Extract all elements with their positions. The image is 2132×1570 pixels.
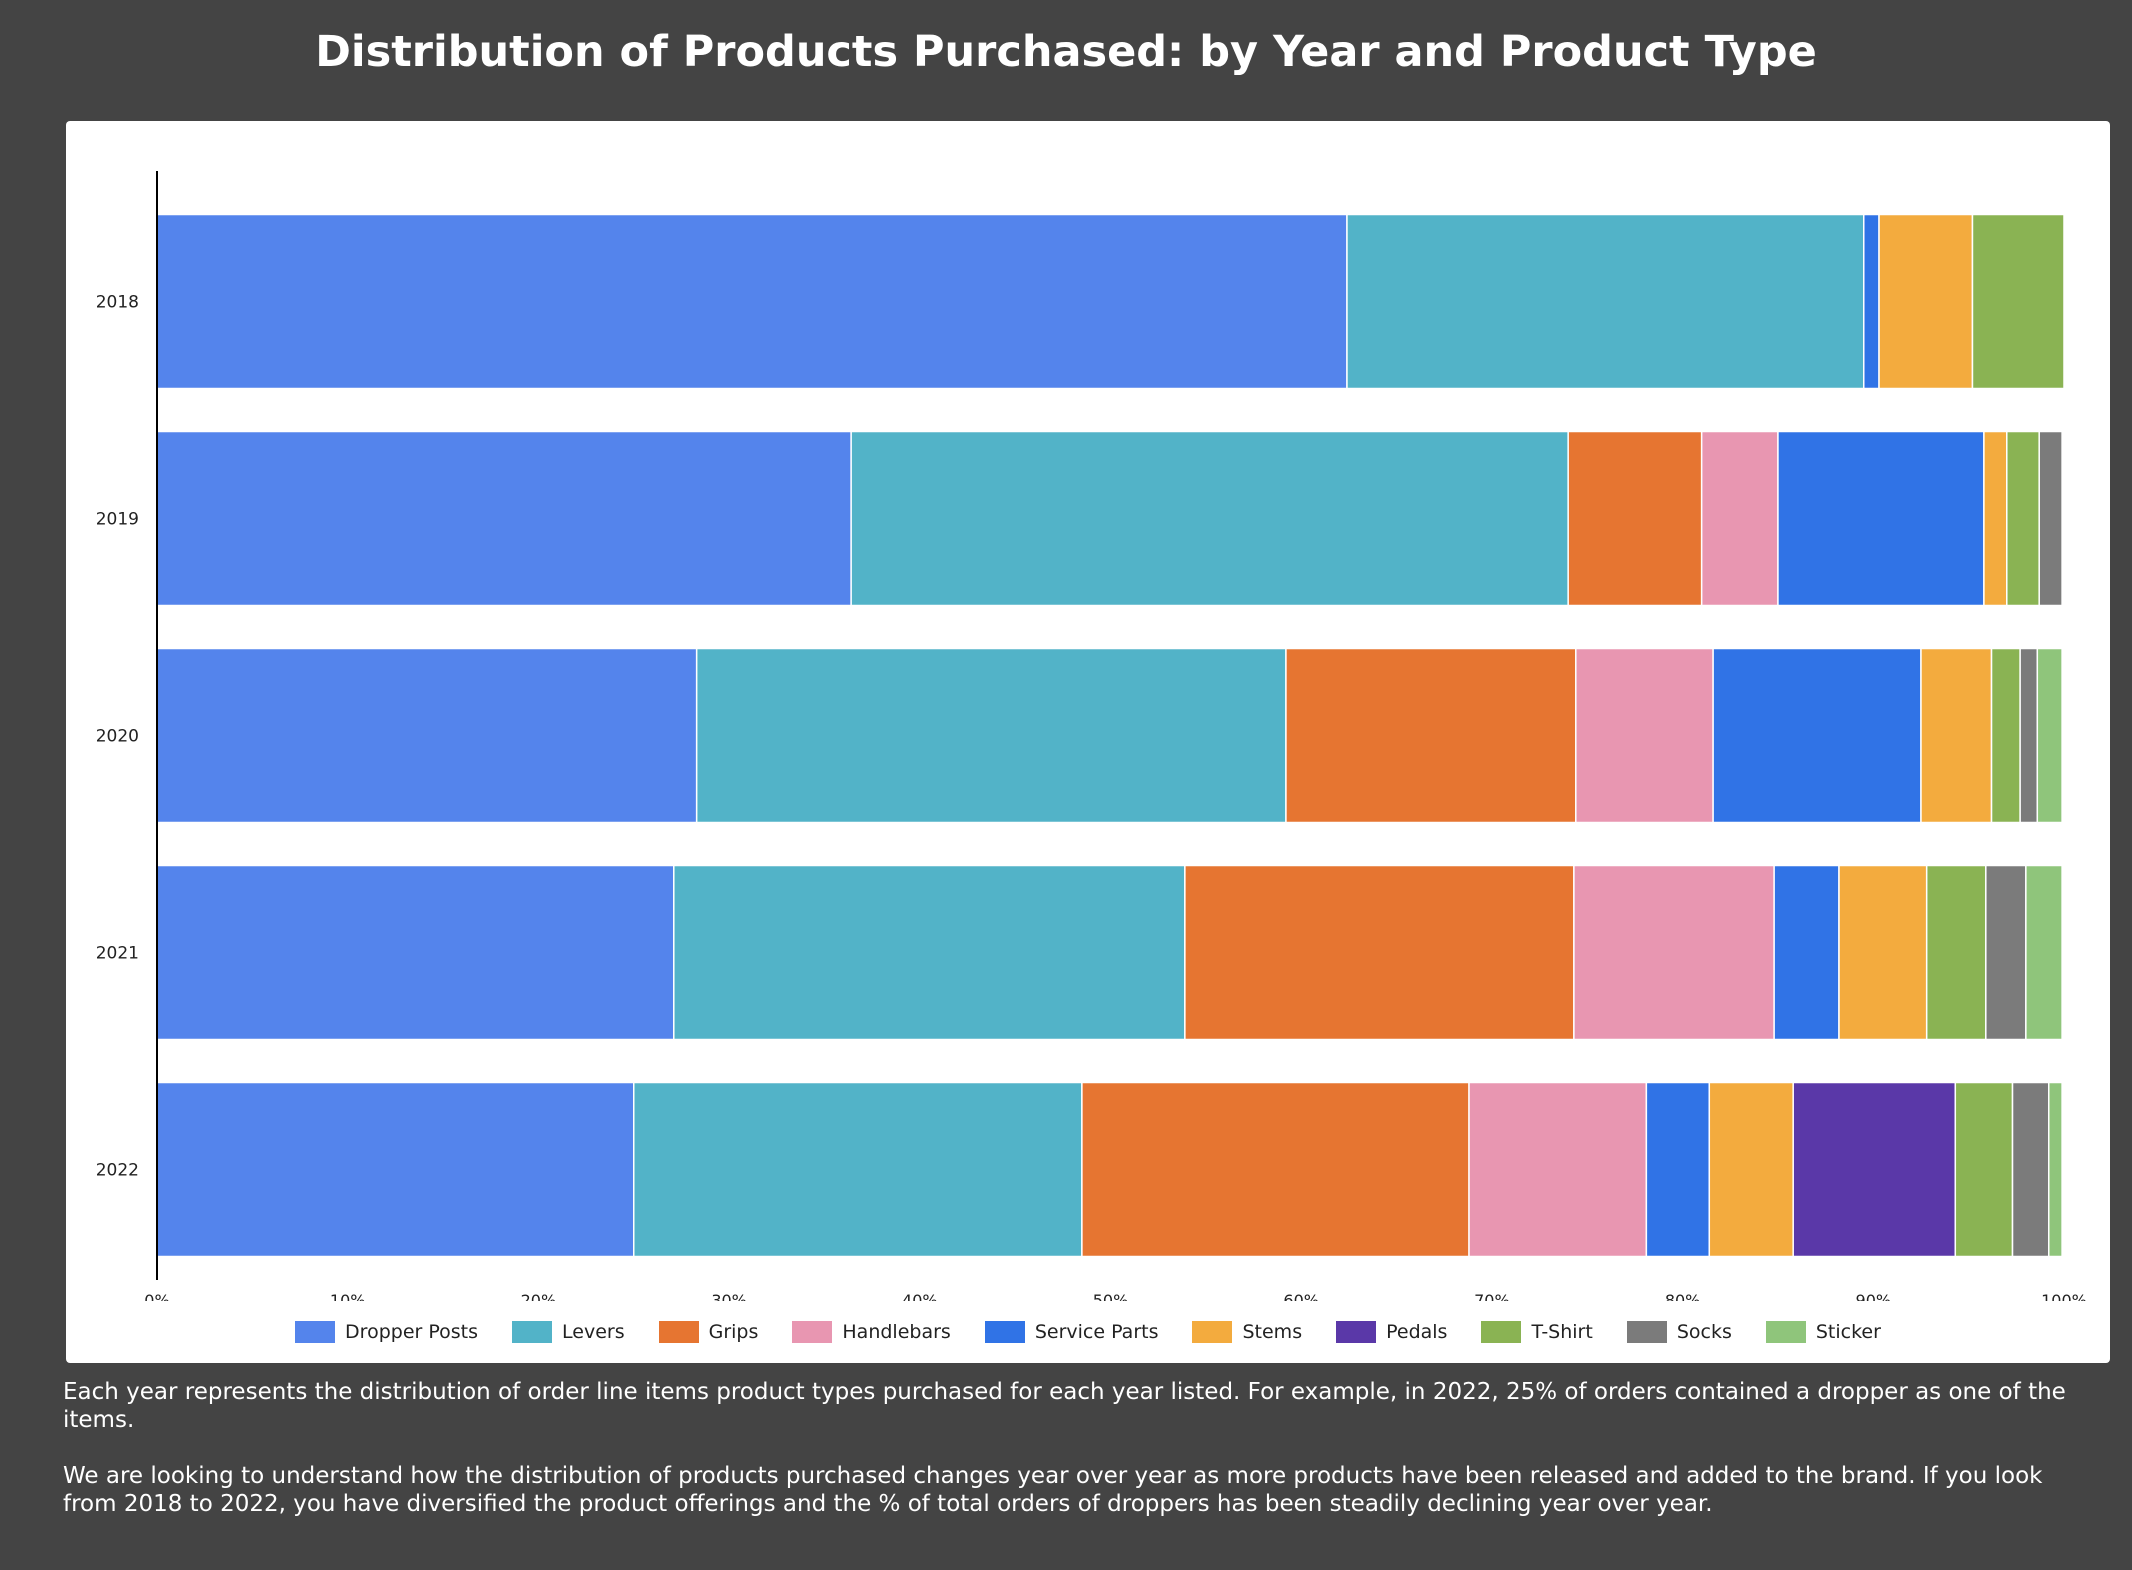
bar-segment-2018-stems — [1878, 213, 1974, 390]
bar-segment-2021-socks — [1985, 864, 2027, 1041]
bar-segment-2020-dropper-posts — [156, 647, 698, 824]
legend-swatch — [658, 1321, 699, 1343]
note-paragraph-1: Each year represents the distribution of… — [63, 1379, 2066, 1433]
bar-segment-2021-grips — [1184, 864, 1575, 1041]
x-tick-label: 30% — [711, 1291, 747, 1301]
x-tick-label: 70% — [1474, 1291, 1510, 1301]
legend-label: Dropper Posts — [345, 1321, 479, 1343]
chart-card: 2018 2019 2020 2021 2022 0% 10% 20% 30% 40% 50% 60%… — [66, 121, 2110, 1363]
bar-segment-2020-service-parts — [1712, 647, 1922, 824]
bar-segment-2020-sticker — [2036, 647, 2063, 824]
x-tick-label: 10% — [330, 1291, 366, 1301]
legend-label: Grips — [708, 1321, 759, 1343]
bar-segment-2020-stems — [1920, 647, 1993, 824]
y-tick-label: 2022 — [96, 1161, 139, 1181]
x-tick-label: 80% — [1665, 1291, 1701, 1301]
legend-item: Levers — [512, 1321, 625, 1343]
legend-label: Socks — [1676, 1321, 1732, 1343]
bar-segment-2019-dropper-posts — [156, 430, 852, 607]
x-tick-label: 40% — [902, 1291, 938, 1301]
legend-swatch — [1481, 1321, 1522, 1343]
bar-segment-2022-handlebars — [1468, 1081, 1648, 1258]
legend-item: T-Shirt — [1481, 1321, 1593, 1343]
legend-label: Service Parts — [1034, 1321, 1159, 1343]
x-tick-label: 50% — [1093, 1291, 1129, 1301]
x-tick-label: 20% — [521, 1291, 557, 1301]
bar-segment-2022-stems — [1708, 1081, 1794, 1258]
bar-segment-2019-socks — [2038, 430, 2063, 607]
bar-segment-2022-t-shirt — [1954, 1081, 2014, 1258]
bar-segment-2018-t-shirt — [1971, 213, 2065, 390]
legend-label: Handlebars — [842, 1321, 951, 1343]
legend-swatch — [792, 1321, 833, 1343]
bar-segment-2018-dropper-posts — [156, 213, 1348, 390]
bar-segment-2021-service-parts — [1773, 864, 1840, 1041]
bar-segment-2020-levers — [695, 647, 1287, 824]
x-tick-label: 90% — [1856, 1291, 1892, 1301]
legend-swatch — [1626, 1321, 1667, 1343]
legend-swatch — [295, 1321, 336, 1343]
bar-segment-2020-socks — [2019, 647, 2039, 824]
legend-label: Levers — [562, 1321, 625, 1343]
bar-segment-2021-levers — [673, 864, 1186, 1041]
legend-item: Grips — [658, 1321, 759, 1343]
bar-segment-2021-sticker — [2025, 864, 2063, 1041]
chart-legend: Dropper Posts Levers Grips Handlebars Servic… — [66, 1321, 2110, 1343]
y-tick-label: 2018 — [96, 293, 139, 313]
legend-item: Handlebars — [792, 1321, 951, 1343]
legend-item: Pedals — [1336, 1321, 1447, 1343]
bar-segment-2022-grips — [1081, 1081, 1470, 1258]
bar-segment-2020-t-shirt — [1990, 647, 2021, 824]
y-tick-label: 2020 — [96, 727, 139, 747]
bar-segment-2022-dropper-posts — [156, 1081, 635, 1258]
x-tick-label: 60% — [1283, 1291, 1319, 1301]
legend-item: Sticker — [1765, 1321, 1881, 1343]
bar-segment-2022-socks — [2011, 1081, 2050, 1258]
bar-segment-2021-handlebars — [1573, 864, 1775, 1041]
bar-segment-2021-stems — [1838, 864, 1928, 1041]
legend-item: Stems — [1192, 1321, 1302, 1343]
bar-segment-2021-dropper-posts — [156, 864, 675, 1041]
legend-item: Dropper Posts — [295, 1321, 478, 1343]
bar-segment-2020-handlebars — [1575, 647, 1714, 824]
legend-item: Socks — [1626, 1321, 1732, 1343]
legend-swatch — [1765, 1321, 1806, 1343]
bar-segment-2019-t-shirt — [2006, 430, 2040, 607]
legend-swatch — [1336, 1321, 1377, 1343]
bar-segment-2019-grips — [1567, 430, 1703, 607]
legend-item: Service Parts — [984, 1321, 1159, 1343]
bar-segment-2019-service-parts — [1777, 430, 1985, 607]
bar-segment-2018-levers — [1346, 213, 1865, 390]
y-tick-label: 2019 — [96, 510, 139, 530]
page-title: Distribution of Products Purchased: by Y… — [315, 27, 1817, 77]
bar-segment-2022-service-parts — [1645, 1081, 1711, 1258]
bar-segment-2019-handlebars — [1700, 430, 1779, 607]
bar-segment-2020-grips — [1285, 647, 1577, 824]
x-tick-label: 0% — [144, 1291, 169, 1301]
legend-label: Pedals — [1386, 1321, 1448, 1343]
bar-segment-2019-levers — [850, 430, 1569, 607]
bar-segment-2022-sticker — [2047, 1081, 2063, 1258]
bar-segment-2019-stems — [1983, 430, 2008, 607]
bar-segment-2021-t-shirt — [1925, 864, 1987, 1041]
bar-segment-2018-service-parts — [1863, 213, 1880, 390]
bar-segment-2022-levers — [633, 1081, 1083, 1258]
x-tick-label: 100% — [2041, 1291, 2087, 1301]
legend-label: T-Shirt — [1531, 1321, 1593, 1343]
legend-swatch — [1192, 1321, 1233, 1343]
bar-segment-2022-pedals — [1792, 1081, 1957, 1258]
y-tick-label: 2021 — [96, 944, 139, 964]
note-paragraph-2: We are looking to understand how the dis… — [63, 1463, 2043, 1517]
legend-label: Sticker — [1815, 1321, 1881, 1343]
chart-notes: Each year represents the distribution of… — [63, 1378, 2073, 1546]
legend-label: Stems — [1242, 1321, 1303, 1343]
legend-swatch — [984, 1321, 1025, 1343]
legend-swatch — [512, 1321, 553, 1343]
stacked-bar-chart: 2018 2019 2020 2021 2022 0% 10% 20% 30% 40% 50% 60%… — [96, 171, 2087, 1301]
